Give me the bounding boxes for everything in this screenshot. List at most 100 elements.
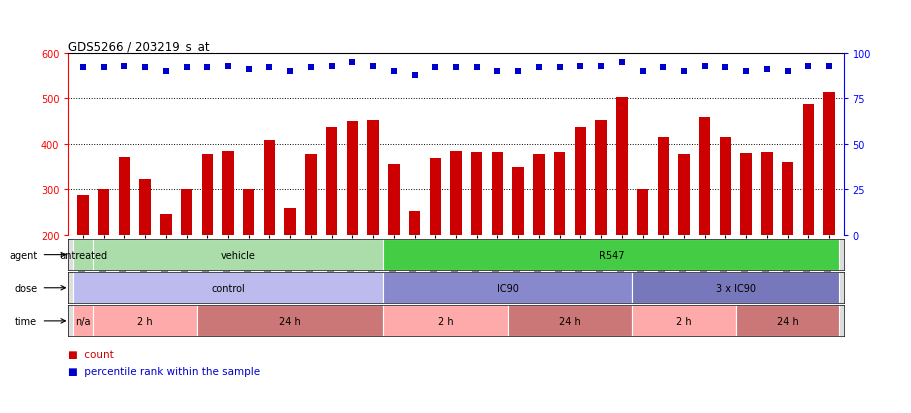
Text: 24 h: 24 h	[279, 316, 301, 326]
Bar	[450, 152, 461, 235]
Bar	[616, 98, 627, 235]
Bar	[470, 152, 482, 235]
Bar	[631, 273, 838, 304]
Bar	[201, 154, 213, 235]
Text: agent: agent	[9, 250, 37, 260]
Bar	[197, 306, 383, 337]
Text: time: time	[15, 316, 37, 326]
Bar	[305, 154, 316, 235]
Bar	[507, 306, 631, 337]
Bar	[73, 240, 93, 271]
Text: R547: R547	[598, 250, 623, 260]
Text: untreated: untreated	[59, 250, 107, 260]
Bar	[325, 128, 337, 235]
Bar	[180, 189, 192, 235]
Bar	[73, 273, 383, 304]
Text: n/a: n/a	[75, 316, 90, 326]
Point	[138, 65, 152, 71]
Point	[759, 67, 773, 74]
Bar	[781, 163, 793, 235]
Point	[97, 65, 111, 71]
Point	[614, 59, 629, 66]
Point	[531, 65, 546, 71]
Text: ■  percentile rank within the sample: ■ percentile rank within the sample	[68, 366, 261, 376]
Point	[200, 65, 214, 71]
Bar	[73, 306, 93, 337]
Point	[386, 69, 401, 75]
Point	[344, 59, 359, 66]
Point	[282, 69, 297, 75]
Point	[469, 65, 484, 71]
Bar	[263, 141, 275, 235]
Bar	[93, 240, 383, 271]
Bar	[678, 154, 689, 235]
Bar	[383, 240, 838, 271]
Text: control: control	[210, 283, 245, 293]
Bar	[77, 195, 88, 235]
Bar	[553, 152, 565, 235]
Bar	[139, 179, 150, 235]
Bar	[367, 121, 378, 235]
Point	[572, 63, 587, 70]
Point	[179, 65, 194, 71]
Bar	[802, 104, 814, 235]
Bar	[118, 157, 130, 235]
Text: 24 h: 24 h	[558, 316, 580, 326]
Bar	[698, 117, 710, 235]
Bar	[284, 208, 295, 235]
Text: dose: dose	[15, 283, 37, 293]
Point	[780, 69, 794, 75]
Bar	[595, 121, 606, 235]
Bar	[383, 273, 631, 304]
Text: 2 h: 2 h	[138, 316, 153, 326]
Bar	[408, 211, 420, 235]
Text: IC90: IC90	[496, 283, 518, 293]
Bar	[823, 93, 834, 235]
Point	[635, 69, 650, 75]
Bar	[93, 306, 197, 337]
Point	[117, 63, 131, 70]
Text: 2 h: 2 h	[437, 316, 453, 326]
Point	[220, 63, 235, 70]
Bar	[160, 215, 171, 235]
Point	[261, 65, 276, 71]
Point	[510, 69, 525, 75]
Bar	[388, 165, 399, 235]
Point	[821, 63, 835, 70]
Point	[159, 69, 173, 75]
Point	[800, 63, 814, 70]
Bar	[574, 128, 586, 235]
Bar	[719, 138, 731, 235]
Point	[76, 65, 90, 71]
Bar	[533, 154, 544, 235]
Point	[738, 69, 752, 75]
Point	[593, 63, 608, 70]
Bar	[222, 152, 233, 235]
Bar	[636, 189, 648, 235]
Bar	[346, 122, 358, 235]
Text: GDS5266 / 203219_s_at: GDS5266 / 203219_s_at	[68, 40, 210, 52]
Point	[717, 65, 732, 71]
Point	[303, 65, 318, 71]
Bar	[97, 190, 109, 235]
Text: 24 h: 24 h	[776, 316, 798, 326]
Bar	[242, 189, 254, 235]
Bar	[735, 306, 838, 337]
Bar	[512, 167, 523, 235]
Point	[489, 69, 504, 75]
Point	[655, 65, 670, 71]
Point	[407, 72, 422, 79]
Point	[552, 65, 567, 71]
Text: vehicle: vehicle	[220, 250, 255, 260]
Bar	[491, 152, 503, 235]
Text: 3 x IC90: 3 x IC90	[715, 283, 755, 293]
Point	[697, 63, 711, 70]
Bar	[761, 152, 772, 235]
Point	[427, 65, 442, 71]
Point	[241, 67, 256, 74]
Text: ■  count: ■ count	[68, 349, 114, 359]
Point	[365, 63, 380, 70]
Bar	[383, 306, 507, 337]
Point	[324, 63, 339, 70]
Bar	[429, 159, 441, 235]
